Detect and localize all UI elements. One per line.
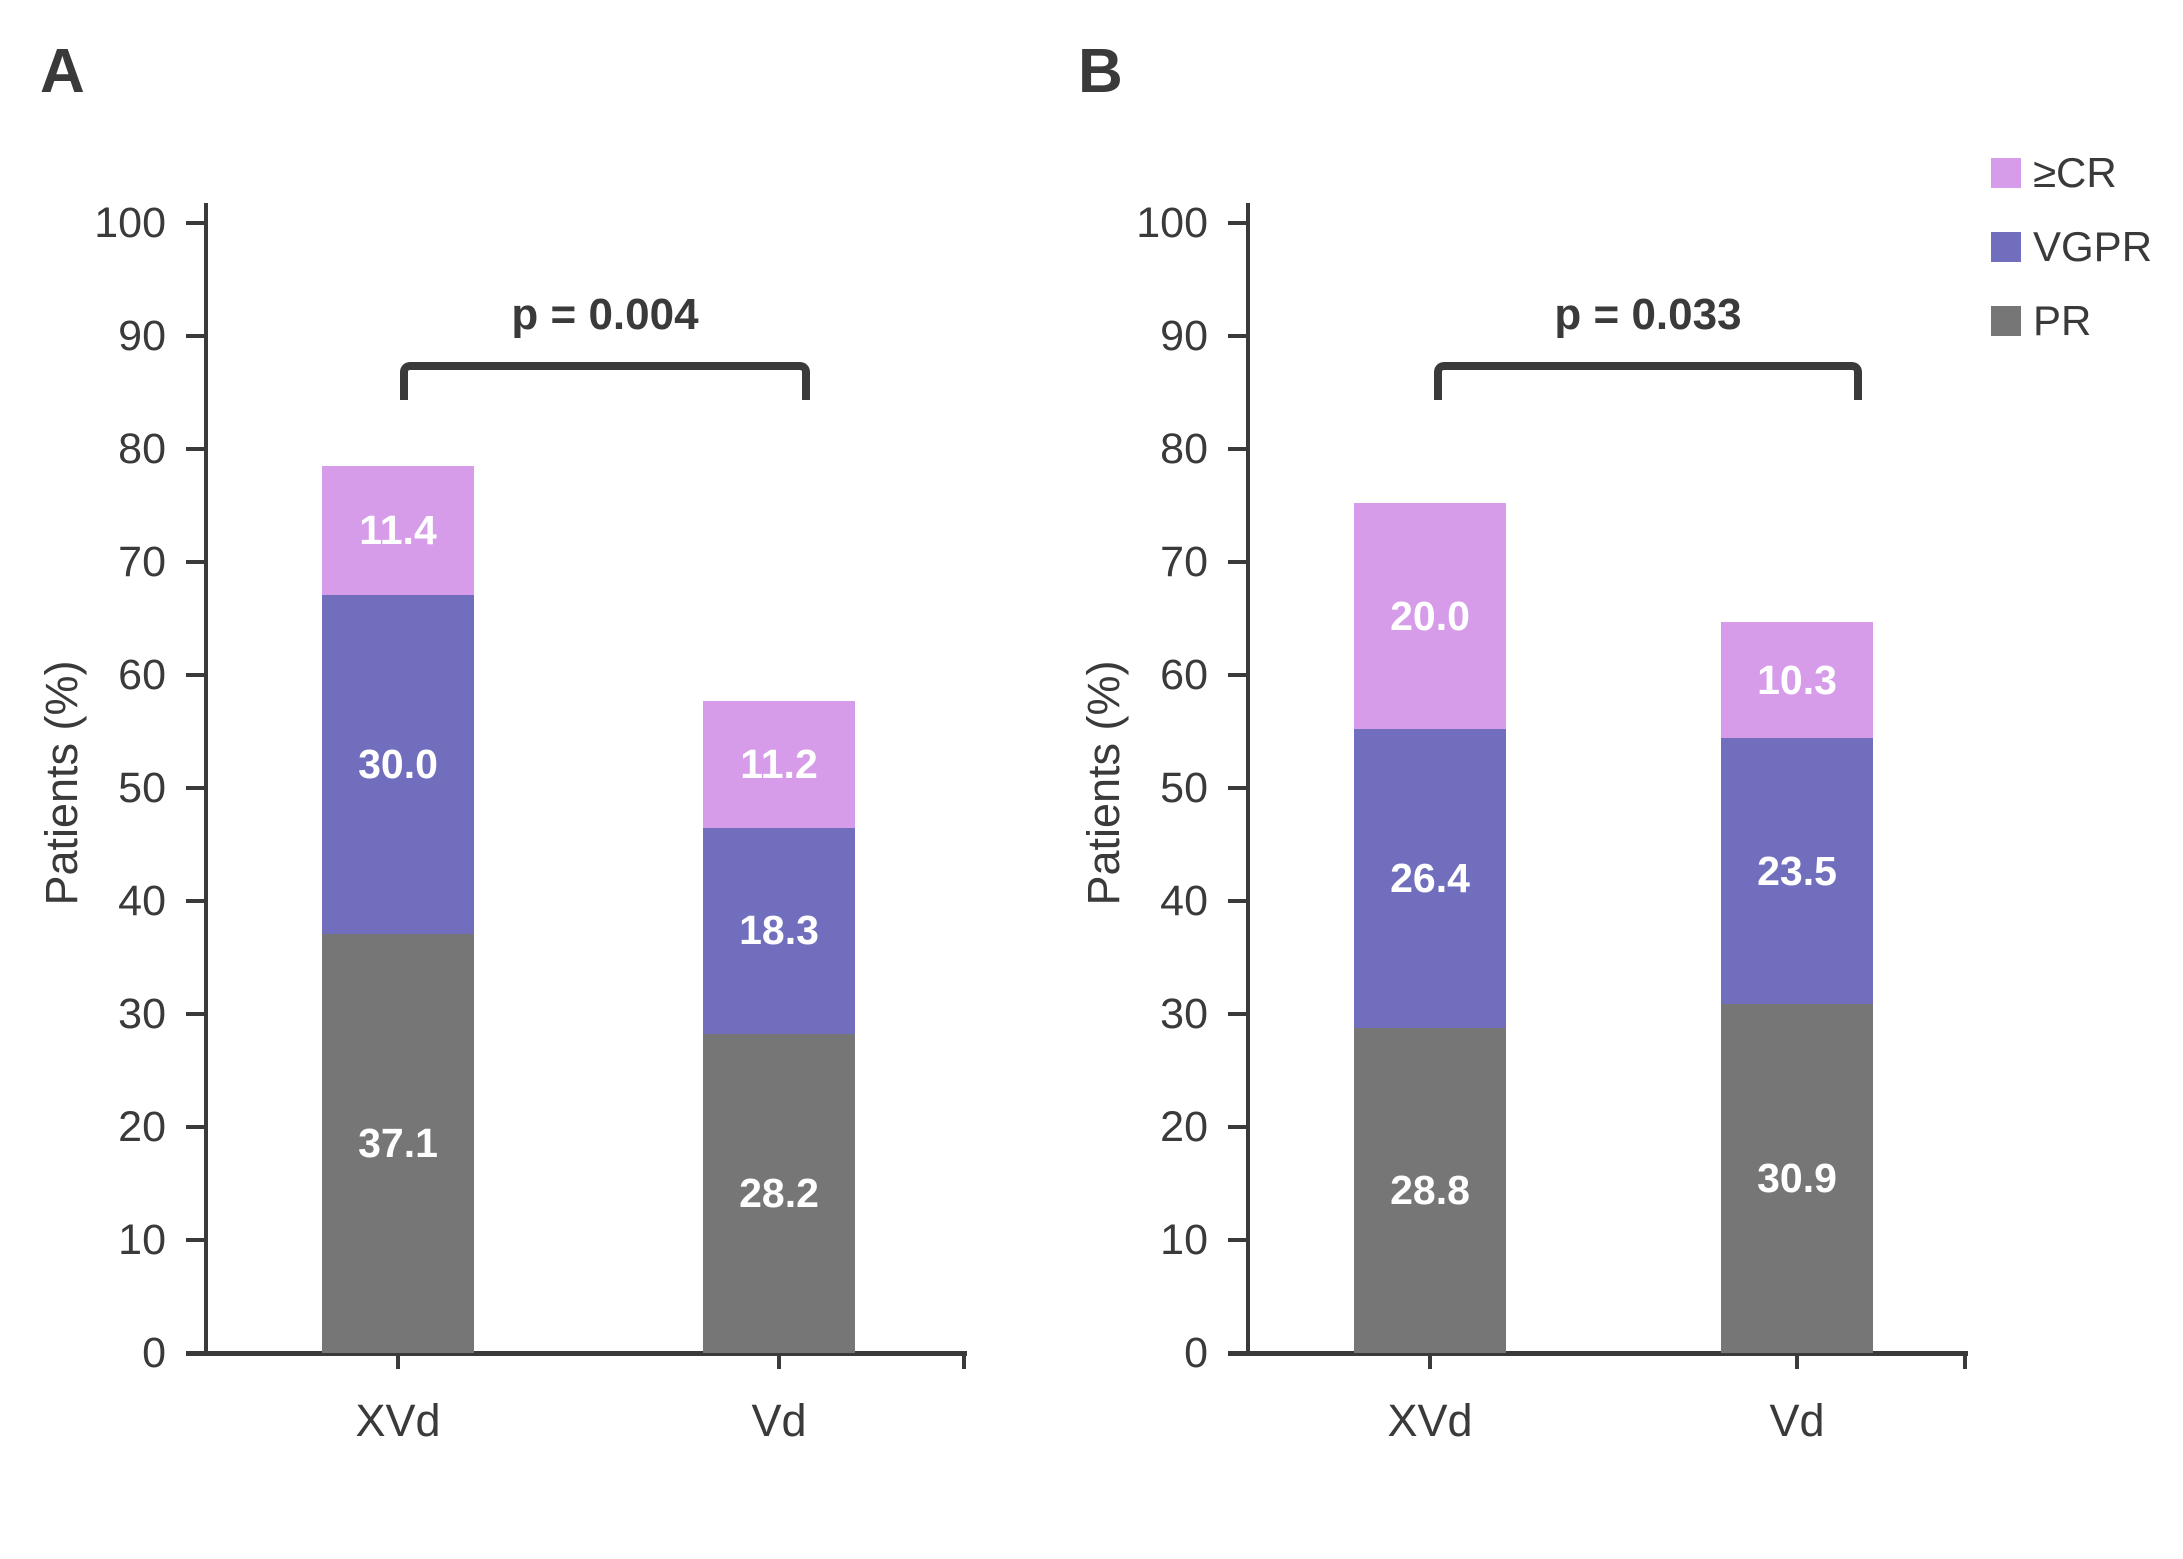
x-axis-end-tick (1963, 1356, 1967, 1369)
x-axis (1228, 1351, 1968, 1356)
panel-b-title: B (1078, 37, 1123, 106)
y-tick-label: 80 (118, 425, 166, 473)
y-tick (186, 786, 206, 790)
bar-segment-pr-vd: 30.9 (1721, 1003, 1873, 1353)
panel-b-p-value: p = 0.033 (1554, 290, 1742, 339)
y-axis (204, 203, 208, 1356)
y-tick-label: 0 (142, 1329, 166, 1377)
y-tick (186, 334, 206, 338)
y-tick-label: 50 (118, 764, 166, 812)
y-tick-label: 40 (118, 877, 166, 925)
y-tick-label: 100 (1136, 199, 1208, 247)
legend-label-vgpr: VGPR (2033, 223, 2153, 270)
bar-value-label: 18.3 (739, 907, 819, 954)
y-tick (186, 221, 206, 225)
y-tick (1228, 673, 1248, 677)
bar-segment-cr-xvd: 11.4 (322, 465, 474, 595)
x-category-label: Vd (751, 1395, 807, 1446)
y-tick-label: 30 (1160, 990, 1208, 1038)
y-tick (1228, 221, 1248, 225)
x-tick (1428, 1356, 1432, 1369)
bar-segment-pr-vd: 28.2 (703, 1034, 855, 1353)
y-tick (1228, 1012, 1248, 1016)
y-tick (186, 1125, 206, 1129)
panel-a-title: A (40, 37, 85, 106)
y-tick-label: 0 (1184, 1329, 1208, 1377)
y-tick (186, 1351, 206, 1355)
legend-item-vgpr: VGPR (1991, 224, 2152, 270)
y-tick-label: 10 (118, 1216, 166, 1264)
bar-value-label: 30.0 (358, 740, 438, 787)
bar-segment-pr-xvd: 37.1 (322, 933, 474, 1353)
x-category-label: Vd (1769, 1395, 1825, 1446)
y-tick-label: 60 (118, 651, 166, 699)
bar-value-label: 11.4 (359, 506, 437, 553)
bar-value-label: 28.2 (739, 1170, 819, 1217)
y-tick (1228, 560, 1248, 564)
legend-item-cr: ≥CR (1991, 150, 2152, 196)
x-tick (1795, 1356, 1799, 1369)
bar-value-label: 20.0 (1390, 592, 1470, 639)
legend-label-cr: ≥CR (2033, 149, 2117, 196)
bar-segment-cr-vd: 10.3 (1721, 621, 1873, 739)
bar-segment-cr-xvd: 20.0 (1354, 503, 1506, 730)
bar-value-label: 37.1 (358, 1119, 438, 1166)
legend-label-pr: PR (2033, 297, 2092, 344)
y-tick (186, 673, 206, 677)
legend-item-pr: PR (1991, 298, 2152, 344)
x-axis-end-tick (962, 1356, 966, 1369)
x-tick (777, 1356, 781, 1369)
y-tick-label: 70 (1160, 538, 1208, 586)
y-tick-label: 90 (118, 312, 166, 360)
pr-swatch-icon (1991, 306, 2021, 336)
y-tick-label: 100 (94, 199, 166, 247)
x-category-label: XVd (355, 1395, 441, 1446)
y-axis (1246, 203, 1250, 1356)
y-tick (1228, 447, 1248, 451)
x-tick (396, 1356, 400, 1369)
bar-value-label: 28.8 (1390, 1166, 1470, 1213)
bar-value-label: 26.4 (1390, 854, 1470, 901)
bar-segment-vgpr-vd: 18.3 (703, 827, 855, 1035)
y-tick-label: 80 (1160, 425, 1208, 473)
x-category-label: XVd (1387, 1395, 1473, 1446)
y-tick (186, 560, 206, 564)
bar-segment-vgpr-vd: 23.5 (1721, 738, 1873, 1004)
vgpr-swatch-icon (1991, 232, 2021, 262)
bar-value-label: 30.9 (1757, 1154, 1837, 1201)
y-tick (1228, 899, 1248, 903)
significance-bracket (1434, 362, 1862, 400)
bar-segment-vgpr-xvd: 26.4 (1354, 729, 1506, 1028)
y-tick-label: 40 (1160, 877, 1208, 925)
y-tick (1228, 1238, 1248, 1242)
y-tick (1228, 786, 1248, 790)
y-tick (1228, 334, 1248, 338)
y-tick-label: 20 (1160, 1103, 1208, 1151)
y-tick-label: 50 (1160, 764, 1208, 812)
bar-segment-pr-xvd: 28.8 (1354, 1027, 1506, 1353)
bar-segment-cr-vd: 11.2 (703, 700, 855, 828)
y-tick (186, 447, 206, 451)
bar-value-label: 23.5 (1757, 847, 1837, 894)
y-tick (186, 899, 206, 903)
bar-value-label: 11.2 (740, 740, 818, 787)
significance-bracket (400, 362, 810, 400)
y-tick-label: 70 (118, 538, 166, 586)
y-tick (186, 1238, 206, 1242)
bar-value-label: 10.3 (1757, 656, 1837, 703)
cr-swatch-icon (1991, 158, 2021, 188)
y-tick-label: 90 (1160, 312, 1208, 360)
bar-segment-vgpr-xvd: 30.0 (322, 594, 474, 934)
y-tick (1228, 1125, 1248, 1129)
y-tick (186, 1012, 206, 1016)
panel-a-p-value: p = 0.004 (511, 290, 699, 339)
x-axis (186, 1351, 967, 1356)
y-tick-label: 10 (1160, 1216, 1208, 1264)
y-tick-label: 30 (118, 990, 166, 1038)
y-tick-label: 60 (1160, 651, 1208, 699)
y-tick-label: 20 (118, 1103, 166, 1151)
y-tick (1228, 1351, 1248, 1355)
legend: ≥CR VGPR PR (1991, 150, 2152, 344)
